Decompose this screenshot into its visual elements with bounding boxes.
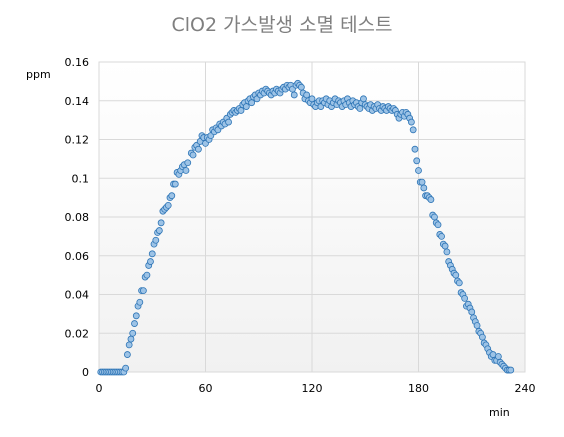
data-point	[189, 151, 197, 159]
data-point	[168, 192, 176, 200]
y-tick-label: 0.04	[65, 289, 90, 302]
data-point	[413, 157, 421, 165]
data-point	[122, 364, 130, 372]
data-point	[473, 322, 481, 329]
data-point	[407, 118, 415, 126]
data-point	[184, 159, 192, 167]
y-tick-label: 0.02	[65, 327, 90, 340]
data-point	[360, 95, 367, 103]
data-point	[155, 227, 163, 234]
data-point	[182, 167, 190, 174]
plot-frame	[98, 61, 526, 373]
y-tick-label: 0.12	[65, 134, 90, 147]
x-tick-label: 120	[302, 382, 323, 395]
data-point	[461, 294, 469, 302]
data-point	[157, 219, 165, 227]
data-point	[356, 105, 364, 112]
data-point	[124, 351, 131, 358]
data-point	[237, 107, 245, 114]
y-tick-label: 0.06	[65, 250, 90, 263]
data-point	[127, 335, 135, 343]
data-point	[152, 236, 160, 244]
data-point	[415, 167, 422, 174]
data-point	[438, 232, 445, 240]
data-point	[132, 312, 140, 320]
data-point	[129, 329, 137, 337]
x-tick-label: 240	[515, 382, 536, 395]
data-point	[494, 353, 502, 360]
data-point	[194, 145, 202, 153]
chart-title: ClO2 가스발생 소멸 테스트	[171, 14, 392, 36]
data-point	[248, 99, 256, 107]
y-tick-label: 0.14	[65, 95, 90, 108]
y-tick-label: 0.1	[72, 172, 90, 185]
data-point	[297, 83, 305, 91]
data-point	[443, 248, 451, 256]
data-point	[427, 196, 435, 203]
data-point	[452, 271, 460, 279]
data-point	[478, 333, 486, 341]
x-axis-label: min	[489, 406, 510, 419]
data-point	[242, 103, 250, 110]
x-tick-label: 0	[96, 382, 103, 395]
data-point	[409, 126, 417, 134]
data-point	[148, 250, 156, 258]
data-point	[434, 221, 442, 229]
data-point	[125, 341, 133, 349]
data-point	[290, 91, 298, 99]
data-point	[411, 145, 419, 153]
y-tick-label: 0.08	[65, 211, 90, 224]
x-tick-label: 60	[199, 382, 213, 395]
data-point	[468, 308, 476, 316]
data-point	[431, 213, 438, 221]
data-point	[455, 279, 463, 287]
x-tick-labels: 0 60 120 180 240	[96, 382, 536, 395]
data-point	[418, 178, 426, 186]
data-point	[131, 320, 138, 327]
y-tick-labels: 0 0.02 0.04 0.06 0.08 0.1 0.12 0.14 0.16	[65, 56, 90, 379]
data-point	[303, 91, 311, 99]
y-tick-label: 0	[82, 366, 89, 379]
data-point	[420, 184, 428, 192]
data-series	[97, 79, 515, 376]
data-point	[441, 242, 449, 250]
data-point	[507, 366, 515, 374]
y-tick-label: 0.16	[65, 56, 90, 69]
data-point	[136, 298, 144, 306]
y-axis-label: ppm	[26, 68, 51, 81]
data-point	[164, 201, 172, 209]
data-point	[225, 118, 232, 126]
data-point	[171, 180, 179, 188]
data-point	[308, 95, 316, 103]
data-point	[143, 271, 151, 279]
data-point	[147, 258, 154, 265]
data-point	[139, 287, 147, 295]
x-tick-label: 180	[408, 382, 429, 395]
